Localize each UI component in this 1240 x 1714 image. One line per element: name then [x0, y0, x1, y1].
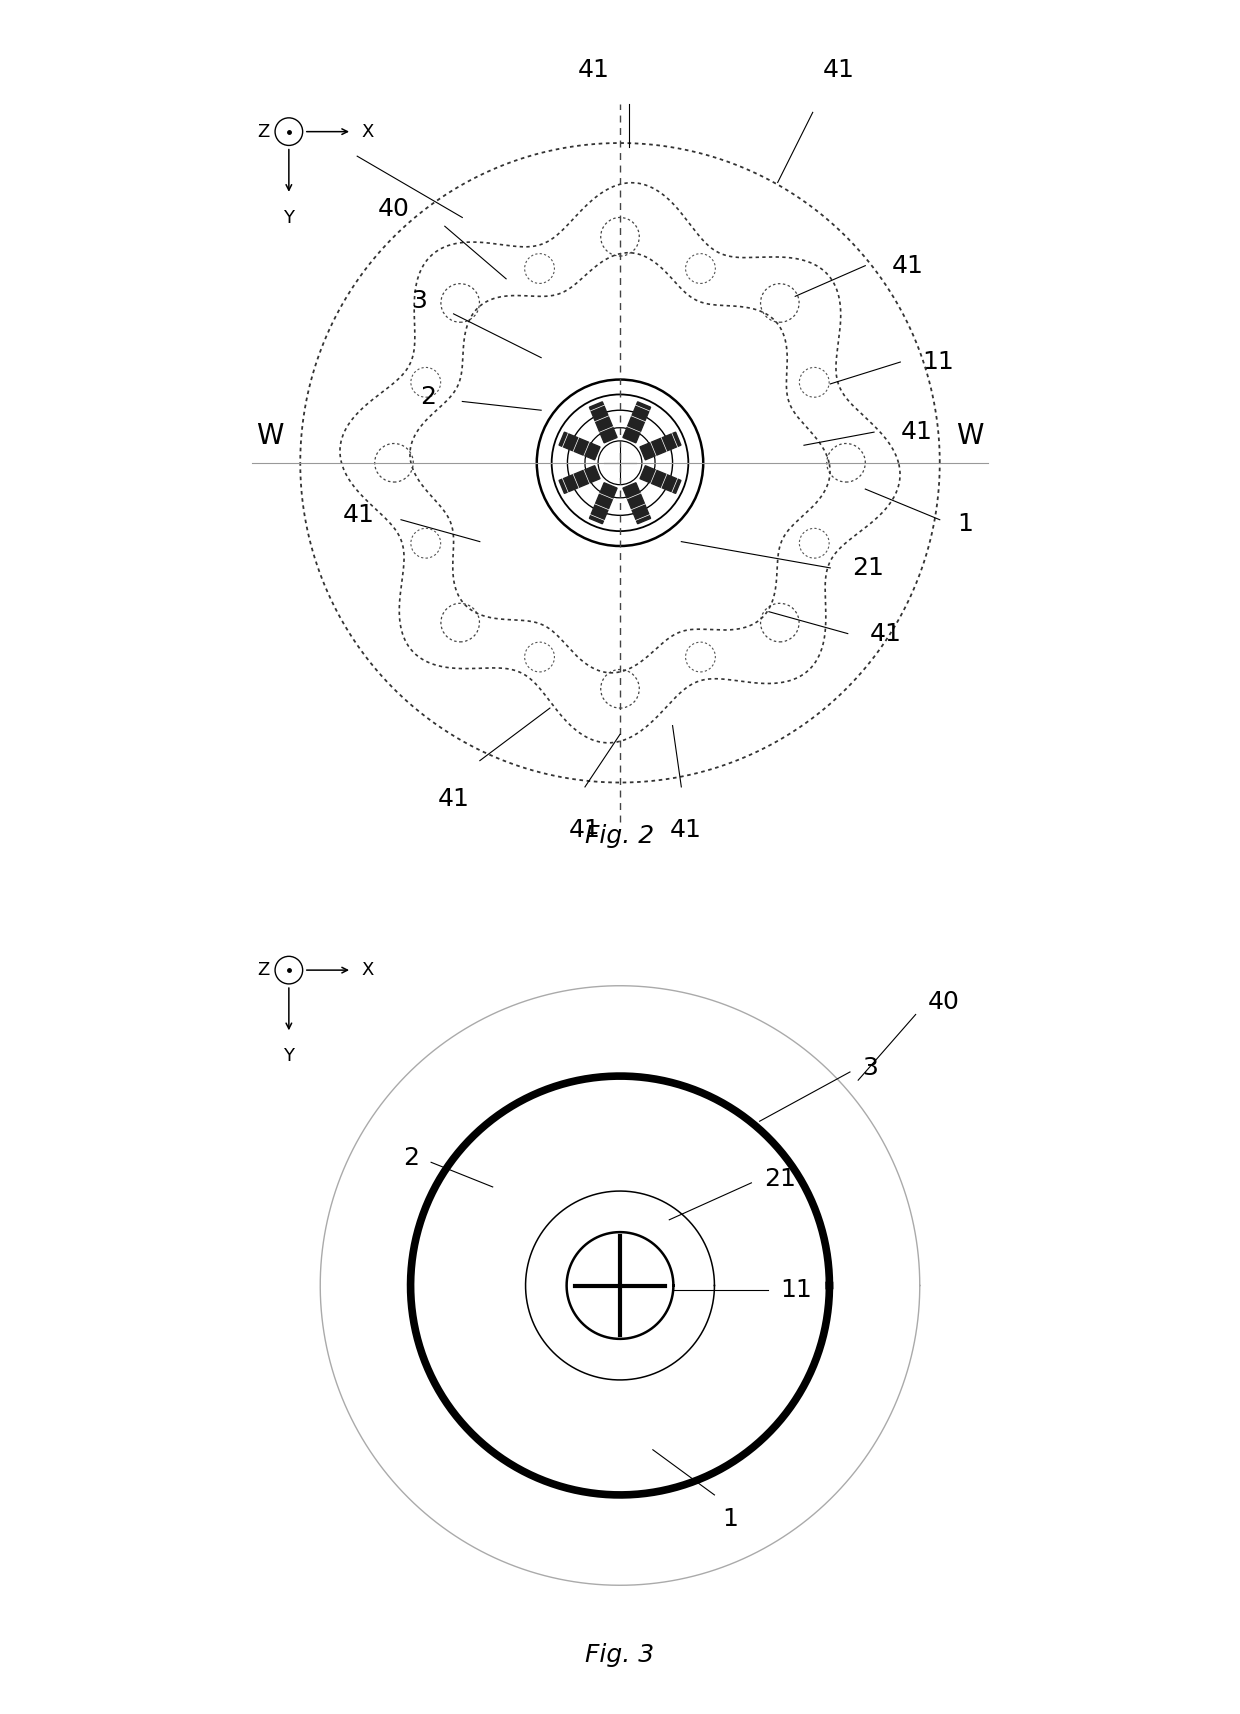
Text: 41: 41	[892, 254, 924, 278]
Text: Z: Z	[257, 962, 269, 979]
Text: 3: 3	[412, 288, 428, 312]
Polygon shape	[640, 466, 681, 494]
Text: 11: 11	[923, 350, 954, 374]
Text: 41: 41	[569, 818, 601, 842]
Polygon shape	[622, 483, 651, 524]
Polygon shape	[559, 466, 600, 494]
Polygon shape	[589, 401, 618, 442]
Text: Z: Z	[257, 123, 269, 141]
Text: 41: 41	[900, 420, 932, 444]
Text: 41: 41	[670, 818, 702, 842]
Text: 11: 11	[780, 1277, 812, 1301]
Text: 3: 3	[862, 1056, 878, 1080]
Polygon shape	[559, 432, 600, 459]
Text: X: X	[361, 123, 373, 141]
Text: 41: 41	[438, 787, 470, 811]
Text: 21: 21	[852, 555, 884, 579]
Text: 2: 2	[420, 386, 436, 410]
Text: 41: 41	[342, 504, 374, 528]
Polygon shape	[589, 483, 618, 524]
Polygon shape	[640, 432, 681, 459]
Text: Fig. 3: Fig. 3	[585, 1644, 655, 1668]
Text: X: X	[361, 962, 373, 979]
Text: 41: 41	[823, 58, 854, 82]
Text: 1: 1	[723, 1507, 739, 1531]
Text: Y: Y	[284, 209, 294, 226]
Text: 21: 21	[764, 1167, 796, 1191]
Text: W: W	[956, 422, 983, 449]
Text: W: W	[257, 422, 284, 449]
Text: 40: 40	[928, 991, 960, 1015]
Text: Y: Y	[284, 1047, 294, 1066]
Text: 2: 2	[403, 1147, 419, 1171]
Text: 40: 40	[378, 197, 409, 221]
Text: 41: 41	[869, 622, 901, 646]
Text: 1: 1	[957, 512, 973, 536]
Text: Fig. 2: Fig. 2	[585, 824, 655, 848]
Polygon shape	[622, 401, 651, 442]
Text: 41: 41	[578, 58, 610, 82]
